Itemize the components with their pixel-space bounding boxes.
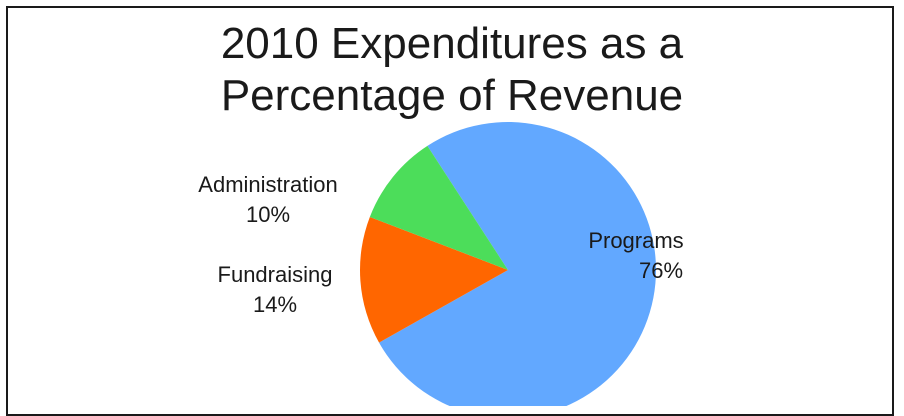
slice-value-fundraising: 14%	[253, 292, 297, 317]
chart-title-line-1: 2010 Expenditures as a	[220, 19, 684, 68]
slice-label-programs: Programs	[588, 228, 683, 253]
slice-label-administration: Administration	[198, 172, 337, 197]
chart-title: 2010 Expenditures as a Percentage of Rev…	[0, 18, 904, 122]
chart-title-line-2: Percentage of Revenue	[220, 71, 684, 120]
pie-slice-fundraising	[360, 216, 508, 343]
slice-label-fundraising: Fundraising	[218, 262, 333, 287]
pie-slice-programs	[379, 122, 656, 406]
slice-value-programs: 76%	[639, 258, 683, 283]
slice-value-administration: 10%	[246, 202, 290, 227]
pie-slices	[360, 122, 656, 406]
pie-slice-administration	[369, 145, 508, 270]
pie-chart: Programs 76% Fundraising 14% Administration 1…	[198, 122, 684, 406]
pie-labels: Programs 76% Fundraising 14% Administration 1…	[198, 172, 683, 317]
